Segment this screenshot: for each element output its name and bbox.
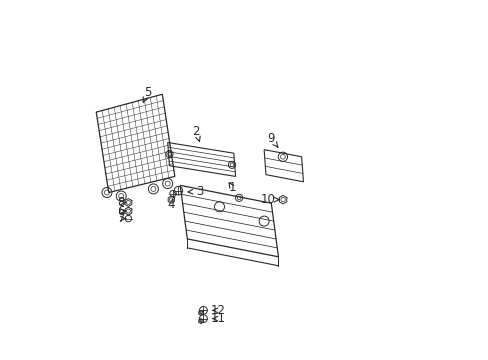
Text: 2: 2 xyxy=(192,125,200,141)
Text: 7: 7 xyxy=(117,212,125,225)
Text: 3: 3 xyxy=(188,185,203,198)
Text: 6: 6 xyxy=(117,204,125,217)
Text: 12: 12 xyxy=(210,304,225,317)
Text: 4: 4 xyxy=(167,198,175,211)
Text: 8: 8 xyxy=(117,196,125,209)
Text: 10: 10 xyxy=(260,193,279,206)
Text: 1: 1 xyxy=(228,181,235,194)
Text: 9: 9 xyxy=(267,132,277,147)
Text: 5: 5 xyxy=(143,86,151,102)
Text: 11: 11 xyxy=(210,312,225,325)
